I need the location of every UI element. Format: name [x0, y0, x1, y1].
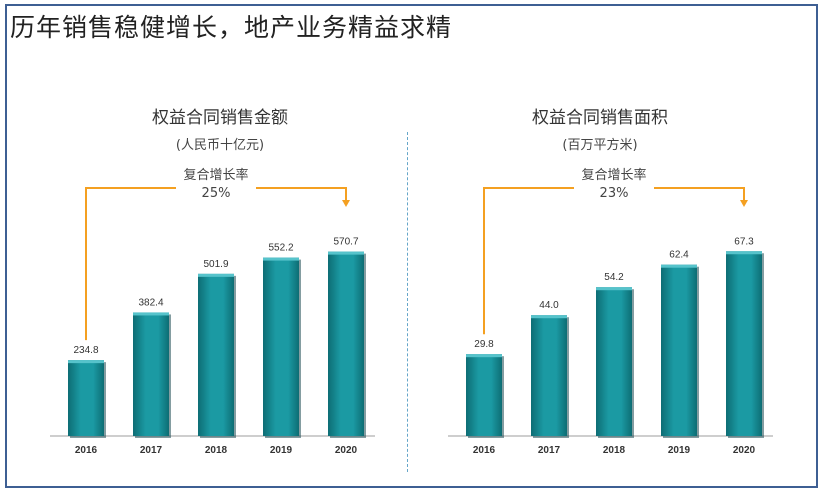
- bar-top-highlight: [263, 257, 299, 261]
- page-title: 历年销售稳健增长，地产业务精益求精: [10, 13, 453, 42]
- data-label-2017: 382.4: [138, 297, 163, 308]
- cagr-arrow-head: [342, 200, 350, 207]
- x-tick-label-2020: 2020: [733, 445, 756, 456]
- bar-2020: [328, 251, 364, 436]
- data-label-2018: 54.2: [604, 272, 624, 283]
- cagr-label-bg: [176, 180, 256, 192]
- bar-top-highlight: [466, 354, 502, 358]
- cagr-value: 25%: [202, 186, 231, 201]
- data-label-2019: 552.2: [268, 243, 293, 254]
- bar-2016: [68, 360, 104, 436]
- bar-top-highlight: [328, 251, 364, 255]
- x-tick-label-2017: 2017: [538, 445, 561, 456]
- bar-top-highlight: [531, 315, 567, 319]
- chart-unit-sales-area: (百万平方米): [562, 138, 638, 153]
- chart-unit-sales-amount: (人民币十亿元): [175, 138, 265, 153]
- data-label-2018: 501.9: [203, 259, 228, 270]
- data-label-2016: 29.8: [474, 339, 494, 350]
- bar-2018: [198, 273, 234, 436]
- bar-top-highlight: [133, 312, 169, 316]
- bar-2019: [661, 264, 697, 436]
- bar-top-highlight: [68, 360, 104, 364]
- chart-divider: [407, 132, 408, 472]
- bar-2016: [466, 354, 502, 436]
- bar-top-highlight: [198, 273, 234, 277]
- x-tick-label-2019: 2019: [668, 445, 691, 456]
- bar-2017: [531, 315, 567, 436]
- bar-2019: [263, 257, 299, 436]
- bar-2020: [726, 251, 762, 436]
- cagr-label: 复合增长率: [183, 167, 248, 183]
- chart-sales-amount: 234.8 2016 382.4 2017 501.9 2018 552.2 2019 570.…: [50, 167, 375, 456]
- cagr-arrow-head: [740, 200, 748, 207]
- x-tick-label-2016: 2016: [75, 445, 98, 456]
- data-label-2019: 62.4: [669, 250, 689, 261]
- x-tick-label-2019: 2019: [270, 445, 293, 456]
- bar-top-highlight: [726, 251, 762, 255]
- data-label-2017: 44.0: [539, 300, 559, 311]
- chart-sales-area: 29.8 2016 44.0 2017 54.2 2018 62.4 2019 67.3 2020…: [448, 167, 773, 456]
- chart-title-sales-area: 权益合同销售面积: [532, 108, 668, 128]
- bar-top-highlight: [661, 264, 697, 268]
- x-tick-label-2018: 2018: [205, 445, 228, 456]
- x-tick-label-2018: 2018: [603, 445, 626, 456]
- data-label-2020: 570.7: [333, 237, 358, 248]
- bar-2018: [596, 287, 632, 436]
- bar-top-highlight: [596, 287, 632, 291]
- x-tick-label-2020: 2020: [335, 445, 358, 456]
- x-tick-label-2016: 2016: [473, 445, 496, 456]
- x-tick-label-2017: 2017: [140, 445, 163, 456]
- data-label-2016: 234.8: [73, 345, 98, 356]
- bar-2017: [133, 312, 169, 436]
- cagr-label-bg: [574, 180, 654, 192]
- cagr-label: 复合增长率: [581, 167, 646, 183]
- chart-title-sales-amount: 权益合同销售金额: [152, 108, 288, 128]
- data-label-2020: 67.3: [734, 236, 754, 247]
- cagr-value: 23%: [600, 186, 629, 201]
